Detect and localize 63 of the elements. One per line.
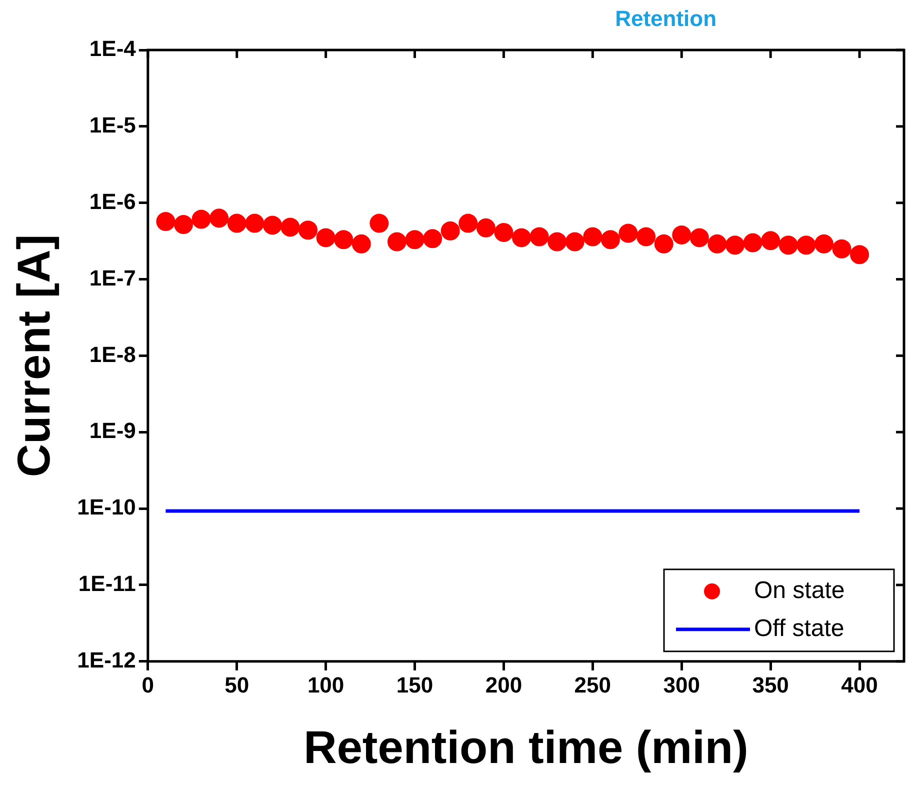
x-tick-label: 350 [752, 672, 789, 698]
x-tick-label: 300 [663, 672, 700, 698]
point [387, 232, 406, 252]
point [618, 224, 638, 243]
point [280, 218, 300, 237]
point [262, 216, 282, 235]
point [690, 228, 709, 248]
y-tick-label: 1E-6 [89, 188, 136, 214]
x-tick-label: 200 [485, 672, 522, 698]
point [316, 228, 336, 248]
point [743, 233, 762, 252]
x-tick-label: 400 [841, 672, 878, 698]
legend-label: On state [754, 577, 845, 604]
point [227, 214, 246, 233]
point [814, 234, 834, 254]
point [370, 214, 389, 233]
point [796, 236, 816, 255]
point [565, 232, 584, 252]
point [708, 234, 727, 254]
point [423, 229, 442, 248]
point [405, 230, 424, 250]
point [654, 234, 674, 254]
point [672, 225, 692, 244]
x-tick-label: 0 [142, 672, 154, 698]
y-tick-label: 1E-8 [89, 342, 136, 367]
point [600, 230, 620, 250]
x-tick-label: 50 [224, 672, 250, 698]
point [174, 215, 193, 234]
point [583, 227, 602, 246]
point [494, 222, 514, 242]
point [476, 218, 496, 238]
point [850, 245, 870, 264]
point [761, 231, 780, 250]
point [334, 230, 354, 250]
point [530, 227, 549, 246]
y-tick-label: 1E-10 [77, 494, 136, 520]
y-tick-label: 1E-4 [89, 36, 137, 62]
point [636, 227, 656, 246]
point [458, 214, 478, 233]
point [548, 232, 567, 252]
point [725, 236, 744, 255]
point [832, 239, 852, 258]
y-tick-label: 1E-7 [89, 265, 136, 290]
x-axis-title: Retention time (min) [304, 721, 748, 774]
y-tick-label: 1E-9 [89, 418, 136, 444]
point [440, 221, 460, 240]
x-tick-label: 100 [307, 672, 344, 698]
point [192, 210, 211, 229]
y-axis-title: Current [A] [7, 234, 60, 478]
y-tick-label: 1E-5 [89, 112, 136, 138]
point [245, 214, 264, 233]
legend-label: Off state [754, 615, 844, 642]
point [778, 236, 798, 255]
point [156, 212, 176, 232]
point [352, 234, 371, 254]
point [210, 208, 229, 228]
point [298, 220, 318, 240]
chart-title: Retention [615, 6, 717, 32]
y-tick-label: 1E-11 [78, 571, 136, 596]
x-tick-label: 250 [574, 672, 612, 698]
y-tick-label: 1E-12 [77, 647, 136, 672]
x-tick-label: 150 [396, 672, 434, 698]
point [512, 228, 532, 248]
